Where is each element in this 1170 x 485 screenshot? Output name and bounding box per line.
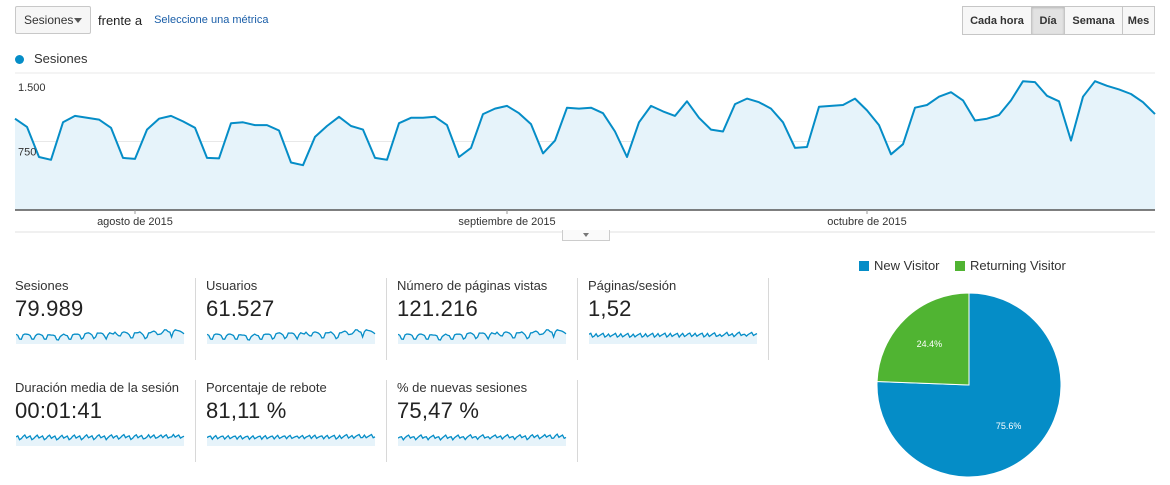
period-day-button[interactable]: Día — [1031, 6, 1065, 35]
metric-name: Usuarios — [206, 278, 258, 293]
pie-legend-new-visitor[interactable]: New Visitor — [859, 258, 940, 273]
metric-value: 00:01:41 — [15, 398, 103, 423]
period-week-button[interactable]: Semana — [1064, 6, 1123, 35]
y-tick-label: 1.500 — [18, 82, 46, 94]
metric-name: % de nuevas sesiones — [397, 380, 528, 395]
sparkline — [16, 329, 185, 344]
metric-value: 75,47 % — [397, 398, 480, 423]
legend-swatch-icon — [859, 260, 869, 271]
chart-legend-label[interactable]: Sesiones — [34, 51, 88, 66]
metric-card-users[interactable]: Usuarios 61.527 — [206, 278, 387, 360]
chevron-down-icon — [583, 233, 589, 237]
metric-name: Páginas/sesión — [588, 278, 677, 293]
series-line-sesiones — [14, 80, 1156, 167]
period-hourly-button[interactable]: Cada hora — [962, 6, 1032, 35]
sessions-line-chart[interactable]: 1.500 750 agosto de 2015 septiembre de 2015… — [0, 66, 1170, 236]
sparkline-line — [589, 331, 758, 339]
collapse-chart-handle[interactable] — [562, 230, 610, 241]
sparkline-area — [16, 329, 184, 344]
legend-dot-icon — [15, 55, 24, 64]
metric-card-sessions[interactable]: Sesiones 79.989 — [15, 278, 196, 360]
metric-select-label: Sesiones — [24, 13, 74, 27]
metric-select[interactable]: Sesiones — [15, 6, 91, 34]
metric-value: 121.216 — [397, 296, 478, 321]
x-tick-label: agosto de 2015 — [97, 216, 173, 228]
metric-card-pageviews[interactable]: Número de páginas vistas 121.216 — [397, 278, 578, 360]
metric-name: Duración media de la sesión — [15, 380, 180, 395]
metric-name: Porcentaje de rebote — [206, 380, 327, 395]
sparkline-line — [398, 433, 567, 441]
metric-name: Sesiones — [15, 278, 69, 293]
metric-value: 79.989 — [15, 296, 84, 321]
sparkline — [398, 433, 567, 446]
metric-card-avg-session-duration[interactable]: Duración media de la sesión 00:01:41 — [15, 380, 196, 462]
sparkline — [207, 433, 376, 446]
sparkline-area — [207, 434, 375, 446]
versus-text: frente a — [98, 12, 143, 28]
pie-legend-returning-visitor[interactable]: Returning Visitor — [955, 258, 1066, 273]
x-tick-label: septiembre de 2015 — [458, 216, 555, 228]
metric-value: 81,11 % — [206, 398, 287, 423]
metric-value: 1,52 — [588, 296, 632, 321]
sparkline — [207, 329, 376, 344]
pie-slice-label: 75.6% — [996, 421, 1022, 431]
metric-value: 61.527 — [206, 296, 275, 321]
series-area — [15, 81, 1155, 210]
chevron-down-icon — [74, 17, 82, 23]
sparkline-line — [207, 433, 376, 441]
y-tick-label: 750 — [18, 147, 36, 159]
visitor-type-pie-chart[interactable]: 75.6% 24.4% — [876, 292, 1062, 478]
top-toolbar: Sesiones frente a Seleccione una métrica — [15, 5, 268, 35]
sparkline — [398, 329, 567, 344]
metric-card-bounce-rate[interactable]: Porcentaje de rebote 81,11 % — [206, 380, 387, 462]
sparkline — [16, 433, 185, 446]
sparkline — [589, 331, 758, 344]
sparkline-line — [16, 433, 185, 441]
metric-card-new-sessions[interactable]: % de nuevas sesiones 75,47 % — [397, 380, 578, 462]
sparkline-line — [16, 329, 185, 341]
pie-slice-returning-visitor — [876, 292, 970, 386]
select-metric-link[interactable]: Seleccione una métrica — [154, 14, 269, 26]
pie-legend-label: Returning Visitor — [970, 258, 1066, 273]
sparkline-area — [207, 329, 375, 344]
metric-name: Número de páginas vistas — [397, 278, 548, 293]
period-month-button[interactable]: Mes — [1122, 6, 1155, 35]
sparkline-line — [207, 329, 376, 341]
period-toggle-group: Cada hora Día Semana Mes — [962, 6, 1155, 35]
x-tick-label: octubre de 2015 — [827, 216, 907, 228]
sparkline-line — [398, 329, 567, 341]
sparkline-area — [398, 329, 566, 344]
pie-slice-label: 24.4% — [917, 339, 943, 349]
pie-legend-label: New Visitor — [874, 258, 940, 273]
legend-swatch-icon — [955, 260, 965, 271]
metric-card-pages-per-session[interactable]: Páginas/sesión 1,52 — [588, 278, 769, 360]
